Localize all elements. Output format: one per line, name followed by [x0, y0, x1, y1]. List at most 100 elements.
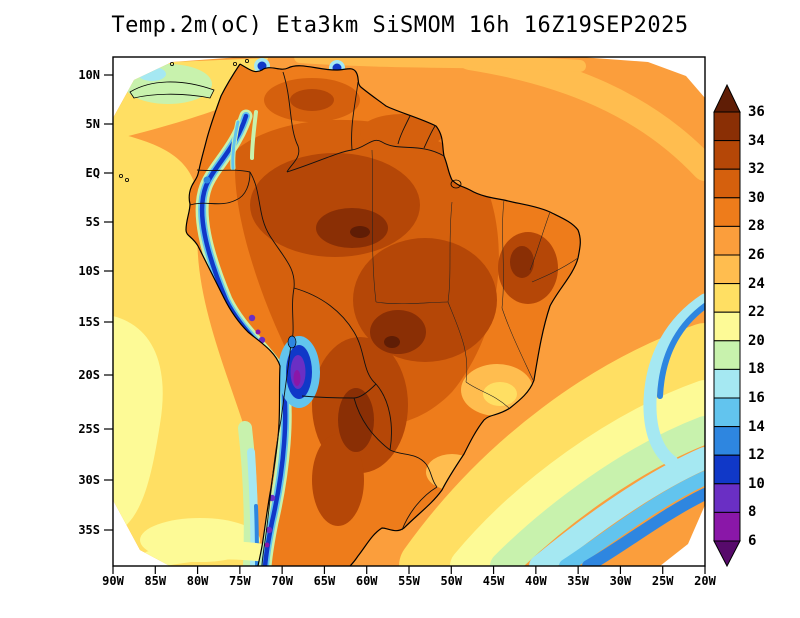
colorbar-swatch-8-10 [713, 483, 741, 513]
lon-label-70W: 70W [271, 574, 293, 588]
colorbar-label-20: 20 [748, 332, 765, 349]
border-bolivia-brazil [293, 287, 377, 385]
border-brazil-argentina [389, 449, 438, 488]
colorbar-label-10: 10 [748, 475, 765, 492]
state-line-4 [447, 301, 468, 383]
colorbar-label-8: 8 [748, 504, 757, 521]
lon-label-80W: 80W [186, 574, 209, 588]
colorbar-swatch-30-32 [713, 168, 741, 199]
colorbar [713, 83, 741, 568]
lon-label-55W: 55W [398, 574, 420, 588]
colorbar-swatch-28-30 [713, 197, 741, 227]
lake-titicaca [287, 335, 297, 349]
colorbar-label-32: 32 [748, 161, 765, 178]
lon-label-45W: 45W [482, 574, 505, 588]
country-borders [189, 71, 445, 567]
border-bolivia-chile [280, 343, 292, 421]
state-line-7 [531, 257, 579, 283]
island-2 [244, 59, 249, 64]
chile-purple-speck-2 [265, 526, 273, 534]
border-ecuador-peru [189, 171, 251, 206]
colorbar-label-36: 36 [748, 104, 765, 120]
galapagos-2 [125, 177, 130, 182]
border-paraguay-brazil [375, 383, 392, 451]
border-guyana-suriname [397, 115, 411, 145]
se-atlantic-lightblue-band [559, 471, 705, 566]
island-1 [232, 62, 237, 67]
colorbar-swatch-34-36 [713, 111, 741, 142]
border-bolivia-paraguay [353, 383, 377, 399]
chile-coast-blue-strip [254, 504, 259, 566]
colorbar-label-16: 16 [748, 390, 765, 406]
colorbar-swatch-18-20 [713, 340, 741, 370]
peru-purple-speck-1 [248, 314, 256, 322]
lat-label-EQ: EQ [85, 166, 100, 180]
page-title: Temp.2m(oC) Eta3km SiSMOM 16h 16Z19SEP20… [111, 13, 689, 38]
islands [119, 59, 462, 349]
land-detail [195, 78, 558, 566]
state-line-3 [375, 301, 449, 305]
se-atlantic-cold-curl-core [657, 303, 705, 399]
colorbar-bottom-arrow [713, 540, 741, 568]
central-america-landstrip [129, 81, 215, 99]
lon-label-20W: 20W [694, 574, 716, 588]
lat-label-5N: 5N [85, 117, 100, 131]
colorbar-swatch-6-8 [713, 511, 741, 542]
colorbar-swatch-10-12 [713, 454, 741, 485]
border-guyana-venezuela [351, 81, 359, 151]
lon-label-85W: 85W [144, 574, 167, 588]
state-line-5 [501, 199, 505, 309]
top-edge-light-arc [294, 57, 586, 72]
lat-label-10N: 10N [78, 68, 100, 82]
colorbar-label-34: 34 [748, 132, 765, 149]
lat-label-20S: 20S [78, 368, 100, 382]
chaco-hot-core [338, 388, 374, 452]
border-peru-brazil [249, 171, 295, 289]
border-chile-argentina [261, 419, 282, 567]
colorbar-label-24: 24 [748, 275, 765, 292]
argentina-hot-patch [312, 434, 364, 526]
colorbar-label-14: 14 [748, 418, 765, 435]
lon-label-90W: 90W [102, 574, 124, 588]
colorbar-swatch-32-34 [713, 140, 741, 170]
pacific-pale-patch [113, 316, 163, 534]
colorbar-swatch-24-26 [713, 254, 741, 285]
lat-label-15S: 15S [78, 315, 100, 329]
lat-label-25S: 25S [78, 422, 100, 436]
state-line-1 [371, 149, 377, 303]
lon-label-60W: 60W [355, 574, 378, 588]
colorbar-swatch-26-28 [713, 225, 741, 256]
andes-colombia-branch-west-core [231, 120, 240, 170]
colorbar-swatch-12-14 [713, 426, 741, 456]
lon-label-30W: 30W [609, 574, 632, 588]
colorbar-swatch-14-16 [713, 397, 741, 428]
se-atlantic-cyan-band [529, 447, 705, 566]
lon-label-35W: 35W [567, 574, 589, 588]
lat-label-35S: 35S [78, 523, 100, 537]
border-venezuela-colombia [282, 71, 300, 173]
colorbar-label-28: 28 [748, 218, 765, 235]
se-atlantic-cold-curl [643, 293, 705, 469]
se-atlantic-pale-band [450, 380, 705, 566]
mato-grosso-hot-core [370, 310, 426, 354]
peru-magenta-speck [255, 329, 261, 335]
marajo-island [450, 179, 462, 189]
amazon-hot-core [316, 208, 388, 248]
chile-magenta-speck [264, 542, 270, 548]
lat-label-10S: 10S [78, 264, 100, 278]
colorbar-swatch-20-22 [713, 311, 741, 342]
axis-ticks [104, 74, 706, 574]
colorbar-label-12: 12 [748, 447, 765, 464]
se-brazil-yellow-spot [483, 382, 517, 406]
colorbar-label-22: 22 [748, 304, 765, 321]
state-line-9 [501, 307, 534, 381]
state-line-8 [465, 381, 510, 409]
se-atlantic-green-band [490, 416, 705, 566]
colorbar-label-30: 30 [748, 189, 765, 206]
colorbar-label-18: 18 [748, 361, 765, 378]
central-extreme-spot [384, 336, 400, 348]
